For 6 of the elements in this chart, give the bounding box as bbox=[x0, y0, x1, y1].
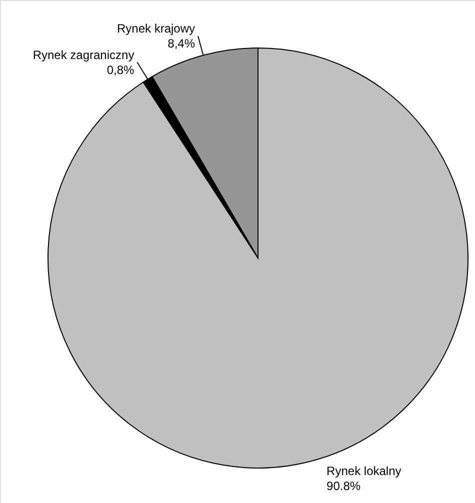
data-label: 90.8% bbox=[326, 478, 361, 493]
data-label: 8,4% bbox=[168, 36, 196, 50]
slice-label: Rynek lokalny bbox=[326, 464, 402, 478]
slice-label: Rynek zagraniczny bbox=[32, 48, 134, 62]
slice-label: Rynek krajowy bbox=[116, 21, 196, 36]
data-label: 0,8% bbox=[106, 62, 135, 77]
